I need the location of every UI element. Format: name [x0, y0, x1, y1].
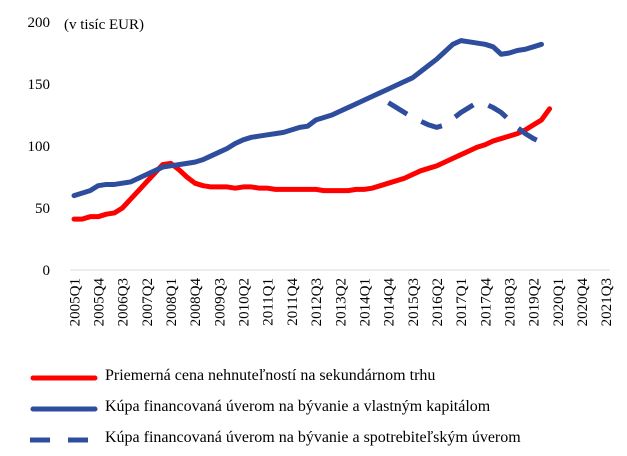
legend: Priemerná cena nehnuteľností na sekundár…	[30, 363, 627, 456]
x-tick-label: 2010Q2	[237, 278, 253, 326]
legend-label: Priemerná cena nehnuteľností na sekundár…	[105, 367, 436, 384]
legend-item-3: Kúpa financovaná úverom na bývanie a spo…	[30, 425, 627, 456]
y-axis-label: (v tisíc EUR)	[64, 17, 144, 33]
x-tick-label: 2021Q3	[599, 278, 615, 326]
x-tick-label: 2018Q3	[503, 278, 519, 326]
x-tick-label: 2015Q3	[406, 278, 422, 326]
y-tick-label: 150	[28, 77, 51, 93]
y-tick-label: 200	[28, 15, 51, 31]
x-tick-label: 2007Q2	[140, 278, 156, 326]
x-tick-label: 2006Q3	[116, 278, 132, 326]
y-tick-label: 50	[35, 201, 50, 217]
legend-label: Kúpa financovaná úverom na bývanie a vla…	[105, 398, 491, 415]
legend-swatch	[30, 437, 98, 443]
x-tick-label: 2020Q4	[575, 278, 591, 327]
legend-item-1: Priemerná cena nehnuteľností na sekundár…	[30, 363, 627, 394]
x-tick-label: 2008Q1	[164, 278, 180, 326]
x-tick-label: 2014Q1	[357, 278, 373, 326]
x-tick-label: 2019Q2	[527, 278, 543, 326]
y-tick-label: 0	[43, 263, 51, 279]
x-tick-label: 2017Q4	[478, 278, 494, 327]
x-tick-label: 2011Q1	[261, 278, 277, 326]
x-tick-label: 2005Q4	[91, 278, 107, 327]
x-tick-label: 2017Q1	[454, 278, 470, 326]
x-tick-label: 2005Q1	[67, 278, 83, 326]
legend-swatch	[30, 406, 98, 412]
x-tick-label: 2008Q4	[188, 278, 204, 327]
legend-item-2: Kúpa financovaná úverom na bývanie a vla…	[30, 394, 627, 425]
x-tick-label: 2009Q3	[212, 278, 228, 326]
legend-swatch	[30, 375, 98, 381]
x-tick-label: 2016Q2	[430, 278, 446, 326]
series-line-1	[71, 106, 553, 222]
legend-label: Kúpa financovaná úverom na bývanie a spo…	[105, 429, 521, 446]
x-tick-label: 2014Q4	[382, 278, 398, 327]
series-line-3	[387, 100, 551, 148]
x-tick-label: 2013Q2	[333, 278, 349, 326]
y-tick-label: 100	[28, 139, 51, 155]
line-chart-svg: (v tisíc EUR) 0 50 100 150 200 2005Q1 2005Q4 20…	[28, 15, 616, 327]
x-tick-label: 2011Q4	[285, 278, 301, 326]
x-tick-label: 2020Q1	[551, 278, 567, 326]
series-line-2	[71, 38, 544, 199]
x-tick-label: 2012Q3	[309, 278, 325, 326]
